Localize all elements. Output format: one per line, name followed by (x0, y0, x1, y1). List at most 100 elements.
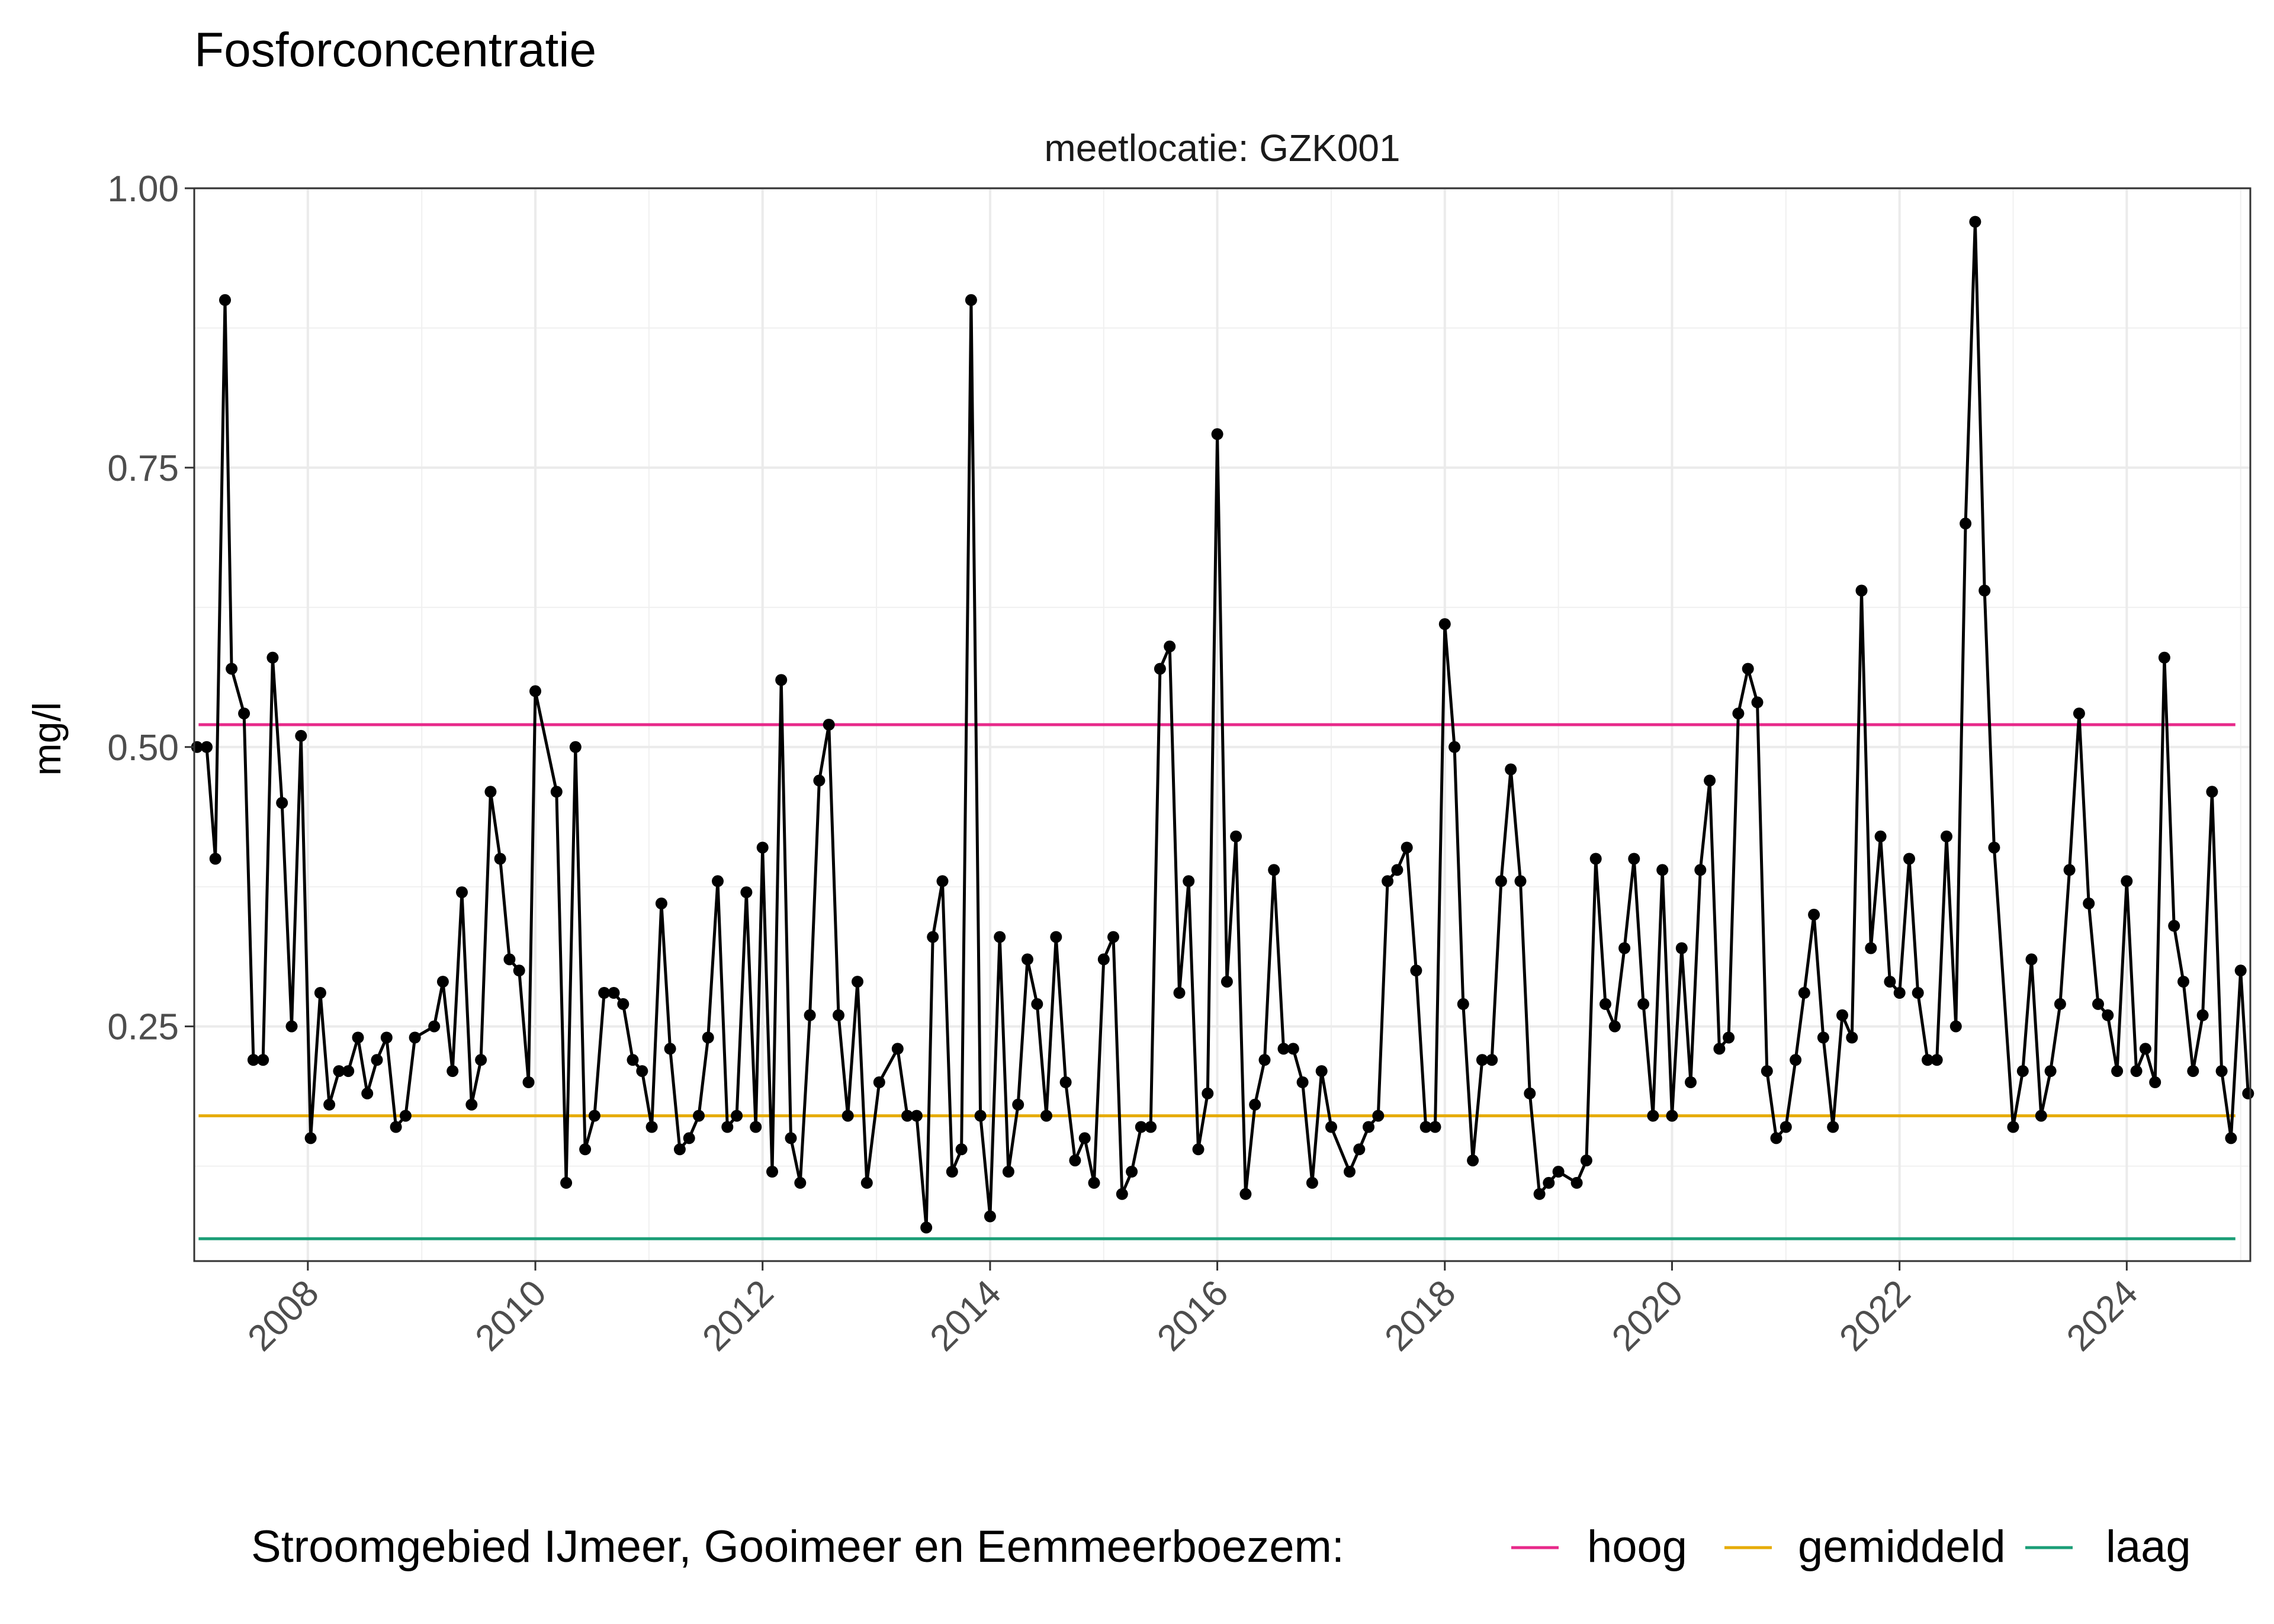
data-point (1732, 708, 1745, 720)
data-point (927, 931, 939, 943)
data-point (1325, 1121, 1337, 1133)
x-tick-label: 2010 (468, 1272, 554, 1359)
data-point (1230, 830, 1242, 842)
data-point (201, 741, 213, 753)
data-point (1116, 1188, 1128, 1200)
data-point (1438, 618, 1451, 631)
data-point (1580, 1155, 1592, 1167)
data-point (1097, 953, 1110, 966)
data-point (1382, 875, 1394, 887)
data-point (1855, 584, 1868, 597)
data-point (1552, 1166, 1565, 1178)
data-point (750, 1121, 762, 1133)
data-point (1694, 864, 1707, 876)
data-point (2158, 651, 2170, 664)
data-point (2102, 1009, 2114, 1021)
legend-label-laag: laag (2106, 1522, 2191, 1572)
data-point (390, 1121, 402, 1133)
data-point (219, 294, 231, 306)
x-tick-label: 2024 (2059, 1272, 2145, 1359)
reference-lines (198, 723, 2236, 1240)
data-point (636, 1065, 648, 1078)
data-point (1429, 1121, 1441, 1133)
data-point (2196, 1009, 2209, 1021)
data-point (1608, 1020, 1621, 1033)
data-point (598, 987, 611, 999)
data-point (617, 998, 629, 1010)
data-point (766, 1166, 778, 1178)
data-point (2168, 919, 2180, 932)
x-tick-label: 2014 (922, 1272, 1008, 1359)
data-point (1618, 942, 1631, 954)
data-point (2083, 898, 2095, 909)
data-point (984, 1210, 996, 1223)
data-point (503, 953, 516, 966)
data-point (342, 1065, 355, 1078)
plot-panel-border (193, 187, 2251, 1262)
data-point (740, 886, 753, 899)
data-point (1287, 1043, 1299, 1055)
data-point (209, 853, 221, 865)
data-point (1363, 1121, 1374, 1133)
data-point (1135, 1121, 1147, 1133)
data-point (1315, 1065, 1328, 1078)
data-point (664, 1043, 676, 1055)
data-point (1457, 998, 1469, 1010)
y-tick-label: 0.75 (107, 448, 179, 489)
y-tick-label: 0.25 (107, 1007, 179, 1048)
data-point (683, 1132, 695, 1144)
data-point (1798, 987, 1810, 999)
data-point (702, 1031, 714, 1044)
data-point (1012, 1098, 1024, 1111)
data-point (775, 674, 788, 686)
data-point (1040, 1110, 1052, 1122)
data-point (1723, 1031, 1735, 1044)
data-point (1192, 1143, 1205, 1156)
data-point (1903, 853, 1915, 865)
data-point (994, 931, 1006, 943)
data-point (475, 1054, 487, 1066)
series-line (197, 220, 2250, 1229)
data-point (1145, 1121, 1157, 1133)
data-point (333, 1065, 345, 1078)
data-point (1173, 987, 1186, 999)
data-point (247, 1054, 259, 1066)
data-point (1088, 1176, 1100, 1189)
data-point (841, 1110, 854, 1122)
x-tick-label: 2012 (695, 1272, 781, 1359)
data-point (380, 1031, 393, 1044)
data-point (1476, 1054, 1488, 1066)
data-point (1960, 517, 1972, 530)
data-point (1154, 663, 1166, 675)
data-point (965, 294, 977, 306)
data-point (1761, 1065, 1773, 1078)
data-point (560, 1176, 573, 1189)
data-point (693, 1110, 705, 1122)
data-point (1486, 1054, 1498, 1066)
data-point (1912, 987, 1924, 999)
data-point (901, 1110, 914, 1122)
data-point (1107, 931, 1119, 943)
data-point (484, 786, 497, 798)
data-point (1893, 987, 1906, 999)
data-point (2025, 953, 2038, 966)
data-point (2007, 1121, 2019, 1133)
data-point (1647, 1110, 1659, 1122)
data-point (522, 1076, 535, 1088)
data-point (794, 1176, 807, 1189)
data-point (1467, 1155, 1479, 1167)
data-point (1865, 942, 1877, 954)
data-point (1836, 1009, 1848, 1021)
x-tick-label: 2020 (1604, 1272, 1691, 1359)
data-point (1599, 998, 1611, 1010)
data-point (1050, 931, 1062, 943)
data-point (823, 719, 835, 731)
x-tick-label: 2016 (1149, 1272, 1236, 1359)
data-point (1704, 774, 1716, 787)
data-point (1410, 964, 1422, 977)
data-point (2177, 976, 2189, 988)
data-point (513, 964, 525, 977)
data-point (2016, 1065, 2029, 1078)
data-point (257, 1054, 269, 1066)
